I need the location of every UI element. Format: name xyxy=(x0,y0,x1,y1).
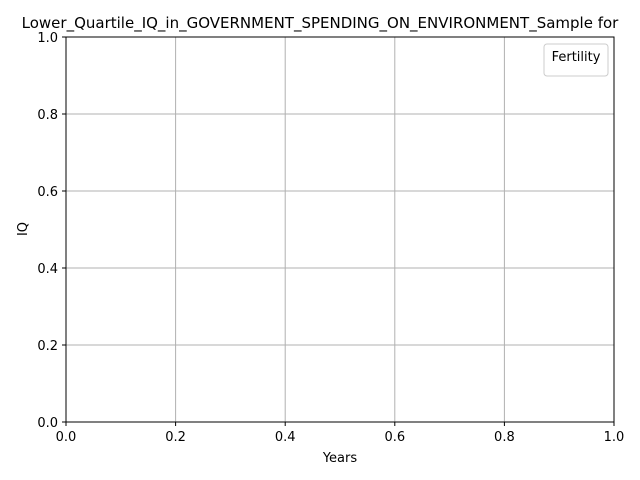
x-tick-label: 1.0 xyxy=(604,430,625,445)
legend: Fertility xyxy=(543,43,609,77)
y-tick-label: 0.2 xyxy=(37,339,58,354)
x-tick-label: 0.0 xyxy=(56,430,77,445)
y-axis-ticks: 0.0 0.2 0.4 0.6 0.8 1.0 xyxy=(37,31,66,431)
x-tick-label: 0.4 xyxy=(275,430,296,445)
plot-frame xyxy=(65,36,615,423)
legend-title: Fertility xyxy=(552,50,601,65)
y-axis-label: IQ xyxy=(16,222,31,236)
x-tick-label: 0.8 xyxy=(494,430,515,445)
y-tick-label: 1.0 xyxy=(37,31,58,46)
chart-title: Lower_Quartile_IQ_in_GOVERNMENT_SPENDING… xyxy=(22,14,620,33)
y-tick-label: 0.8 xyxy=(37,108,58,123)
x-axis-label: Years xyxy=(322,451,358,466)
legend-box xyxy=(543,43,609,77)
y-tick-label: 0.0 xyxy=(37,416,58,431)
x-axis-ticks: 0.0 0.2 0.4 0.6 0.8 1.0 xyxy=(56,422,625,445)
grid xyxy=(65,36,615,423)
y-tick-label: 0.4 xyxy=(37,262,58,277)
y-tick-label: 0.6 xyxy=(37,185,58,200)
x-tick-label: 0.2 xyxy=(165,430,186,445)
x-tick-label: 0.6 xyxy=(384,430,405,445)
